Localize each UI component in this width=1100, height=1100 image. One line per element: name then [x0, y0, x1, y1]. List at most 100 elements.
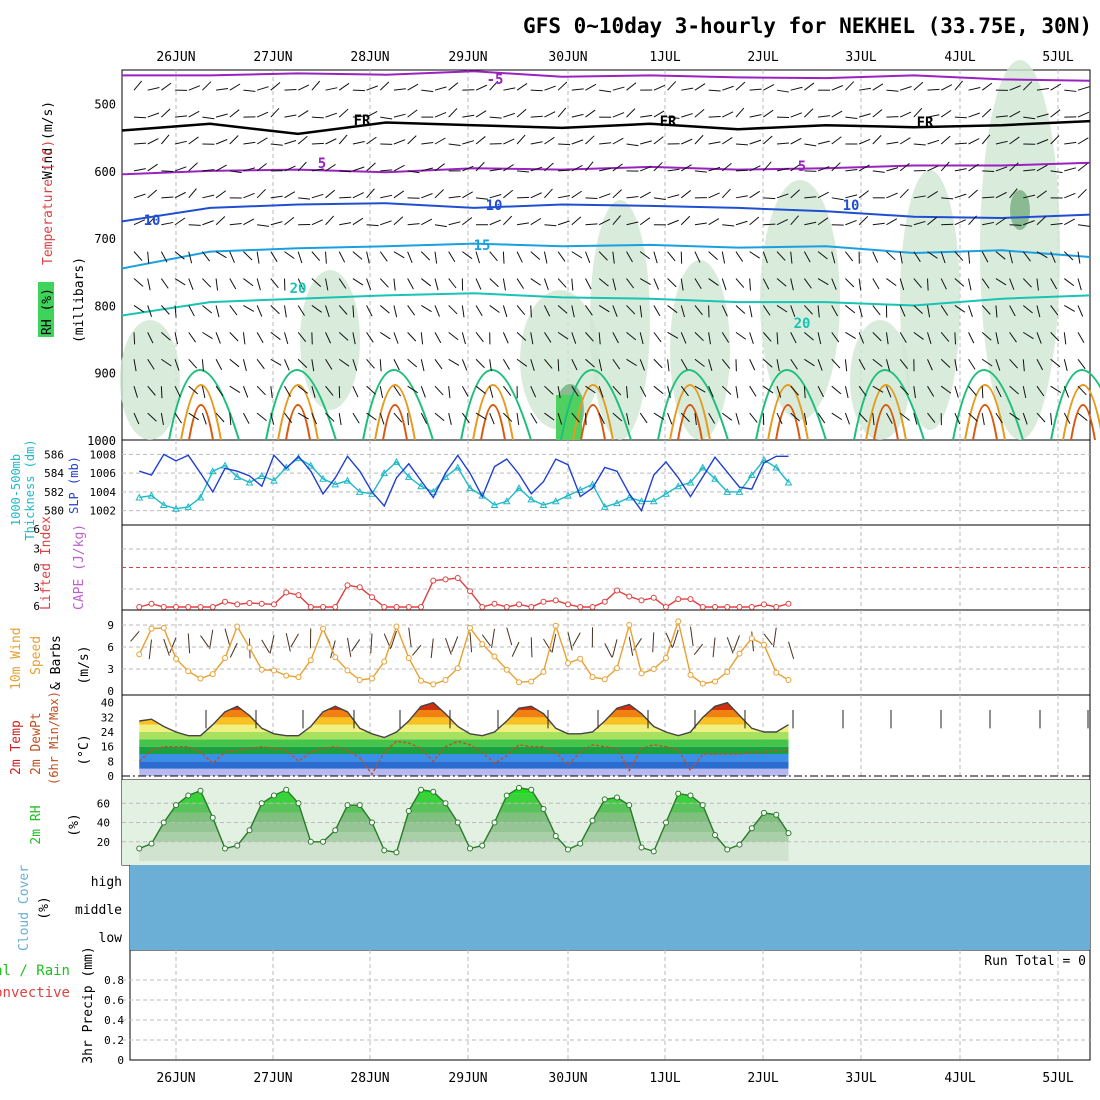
- temp-contour: [121, 161, 1091, 176]
- wind-barb: [229, 222, 242, 226]
- thickness-point: [331, 480, 340, 488]
- rh-contour: [657, 369, 729, 441]
- rh-shading: [900, 170, 960, 430]
- contour-label: 20: [290, 281, 307, 297]
- wind-barb: [585, 83, 597, 91]
- wind-barb: [749, 305, 753, 318]
- wind-barb: [653, 251, 658, 264]
- lifted-index-point: [197, 604, 204, 610]
- wind10-line: [138, 618, 789, 686]
- wind-barb: [927, 305, 931, 318]
- wind-barb: [995, 305, 998, 318]
- thickness-point: [196, 493, 205, 501]
- wind-barb: [407, 135, 417, 145]
- wind-barb: [393, 332, 399, 344]
- wind-barb: [1023, 169, 1036, 172]
- wind-barb: [338, 358, 350, 367]
- wind-barb: [188, 136, 199, 145]
- thickness-point: [490, 500, 499, 508]
- wind-barb: [379, 386, 384, 399]
- wind-barb: [270, 412, 275, 425]
- rh2m-point: [430, 788, 437, 795]
- wind-barb: [763, 223, 776, 226]
- dew2m-label: 2m DewPt: [29, 712, 44, 775]
- wind-barb: [188, 332, 197, 343]
- wind-barb: [817, 385, 824, 398]
- wind-barb: [1023, 116, 1036, 120]
- thickness-point: [772, 463, 781, 471]
- wind-barb: [284, 332, 289, 345]
- wind-barb: [708, 218, 720, 226]
- lifted-index-point: [761, 601, 767, 608]
- thickness-point: [184, 502, 193, 510]
- rh2m-point: [516, 784, 522, 791]
- wind-barb: [995, 166, 1008, 172]
- wind-barb: [954, 142, 967, 145]
- thickness-tick: 584: [44, 467, 64, 480]
- rh2m-point: [356, 802, 363, 809]
- rh2m-point: [626, 802, 633, 809]
- wind-barb: [694, 413, 697, 426]
- thickness-point: [380, 469, 389, 477]
- lifted-index-point: [638, 597, 645, 604]
- thickness-point: [784, 478, 793, 486]
- wind-barb: [667, 194, 680, 199]
- wind-barb: [393, 251, 405, 259]
- lifted-index-point: [565, 601, 571, 608]
- lifted-index-point: [332, 604, 339, 610]
- wind-barb: [708, 192, 720, 199]
- wind10-label-2: Speed: [29, 636, 44, 675]
- thickness-point: [576, 485, 585, 493]
- wind-barb: [831, 85, 843, 91]
- wind-barb: [653, 332, 662, 343]
- rh2m-point: [650, 848, 657, 855]
- wind-barb: [502, 278, 506, 291]
- lifted-index-point: [712, 604, 718, 610]
- wind-barb: [557, 331, 569, 340]
- wind-barb: [858, 359, 866, 371]
- rh-shading: [760, 180, 840, 420]
- wind10-barb: [209, 629, 214, 649]
- wind-barb: [174, 251, 185, 260]
- wind-barb: [174, 115, 188, 118]
- wind-barb: [762, 305, 771, 316]
- temp-band: [139, 732, 789, 740]
- wind-barb: [708, 141, 721, 145]
- wind-barb: [968, 359, 976, 370]
- wind-barb: [776, 89, 789, 93]
- wind-barb: [475, 161, 485, 172]
- precip-tick: 0.4: [104, 1014, 124, 1027]
- wind-barb: [215, 359, 223, 371]
- wind-barb: [544, 162, 554, 172]
- wind-barb: [708, 332, 711, 345]
- wind-barb: [558, 143, 571, 146]
- wind10-barb: [712, 637, 716, 658]
- wind-barb: [366, 358, 375, 369]
- thickness-point: [686, 478, 695, 486]
- wind-barb: [380, 220, 392, 226]
- wind-barb: [338, 278, 347, 289]
- wind-barb: [872, 251, 879, 263]
- wind-barb: [379, 331, 391, 340]
- thickness-point: [723, 487, 732, 495]
- panel-frame-w10: [121, 609, 1091, 696]
- wind-barb: [188, 162, 198, 172]
- wind-barb: [653, 278, 660, 290]
- wind10-point: [577, 655, 584, 662]
- wind-barb: [284, 165, 296, 172]
- wind-barb: [530, 89, 543, 92]
- wind-barb: [735, 107, 745, 118]
- wind-barb: [229, 83, 241, 91]
- wind-barb: [913, 251, 921, 262]
- thickness-point: [674, 482, 683, 490]
- wind-barb: [981, 358, 993, 367]
- lifted-index-point: [687, 596, 694, 603]
- wind-barb: [694, 305, 703, 316]
- wind-barb: [817, 140, 830, 145]
- rh2m-point: [393, 849, 400, 856]
- wind10-point: [638, 670, 645, 677]
- wind-barb: [297, 305, 305, 316]
- wind-barb: [434, 111, 447, 118]
- wind-barb: [297, 135, 308, 145]
- wind-barb: [407, 170, 420, 174]
